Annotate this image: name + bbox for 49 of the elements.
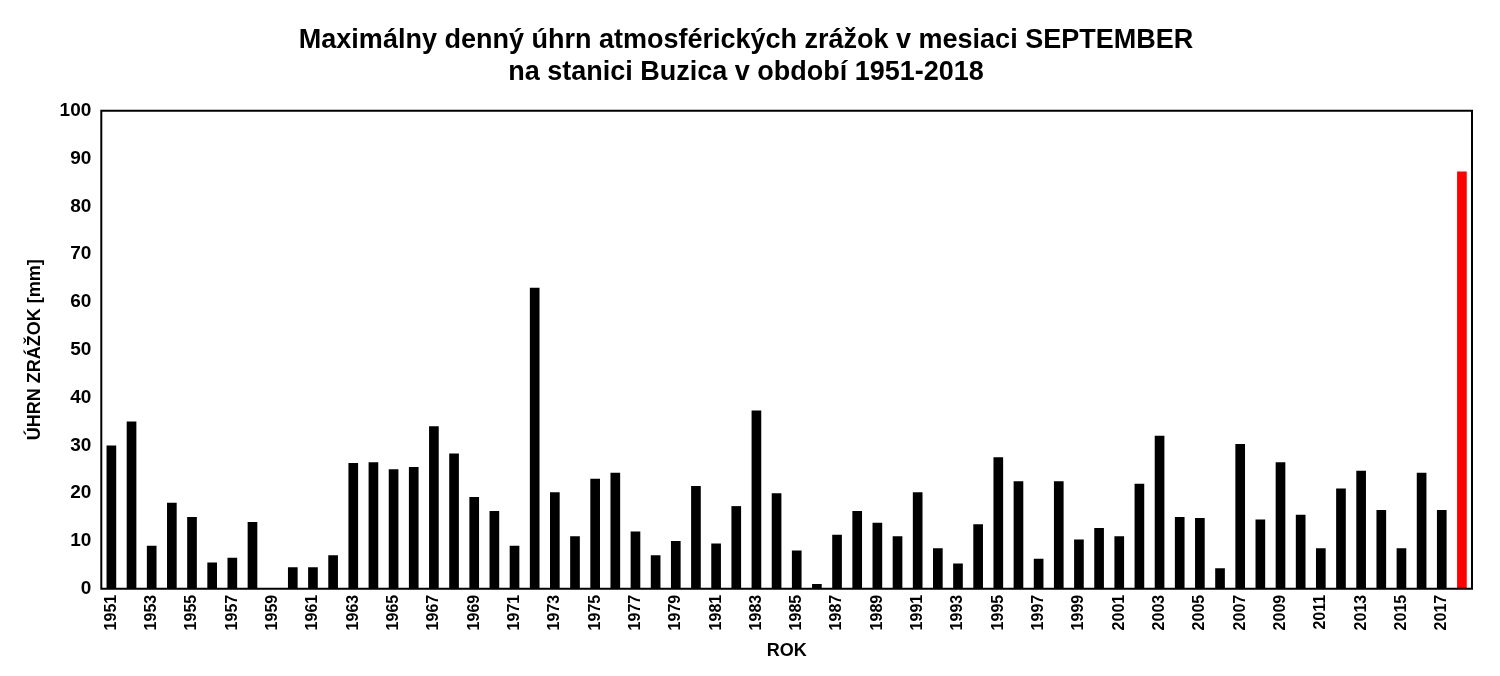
- y-tick-label: 100: [59, 99, 92, 121]
- y-tick-label: 50: [70, 338, 92, 360]
- chart-title: Maximálny denný úhrn atmosférických zrážok v mesiaci SEPTEMBER na stanici Buzica v období 1951-2018: [298, 23, 1194, 87]
- x-tick-label: 1981: [706, 594, 724, 631]
- x-tick-label: 2009: [1270, 594, 1288, 631]
- x-tick-label: 2001: [1109, 594, 1127, 631]
- x-tick-label: 1969: [464, 594, 482, 631]
- x-tick-label: 2003: [1149, 594, 1167, 631]
- x-tick-label: 1985: [787, 594, 805, 631]
- x-tick-label: 1965: [383, 594, 401, 631]
- x-tick-label: 1975: [585, 594, 603, 631]
- x-tick-label: 1991: [908, 594, 926, 631]
- x-tick-label: 1959: [263, 594, 281, 631]
- y-tick-label: 90: [70, 146, 92, 168]
- x-tick-label: 2007: [1230, 594, 1248, 631]
- x-tick-label: 1983: [746, 594, 764, 631]
- x-tick-label: 1961: [303, 594, 321, 631]
- x-tick-label: 2011: [1311, 594, 1329, 630]
- x-tick-label: 1967: [424, 594, 442, 631]
- y-axis-title: ÚHRN ZRÁŽOK [mm]: [22, 259, 44, 441]
- x-tick-label: 1977: [625, 594, 643, 631]
- x-tick-label: 1951: [101, 594, 119, 631]
- x-tick-label: 1979: [666, 594, 684, 631]
- x-tick-label: 1955: [182, 594, 200, 631]
- x-tick-label: 2015: [1391, 594, 1409, 631]
- x-tick-label: 1987: [827, 594, 845, 631]
- y-tick-label: 10: [70, 529, 92, 551]
- y-tick-label: 0: [80, 577, 92, 599]
- y-tick-label: 60: [70, 290, 92, 312]
- x-tick-label: 1997: [1029, 594, 1047, 631]
- bar: [1457, 171, 1467, 589]
- y-tick-label: 40: [70, 385, 92, 407]
- y-tick-label: 20: [70, 481, 92, 503]
- x-tick-label: 2013: [1351, 594, 1369, 631]
- x-tick-label: 1957: [222, 594, 240, 631]
- x-tick-label: 2017: [1432, 594, 1450, 631]
- y-tick-label: 30: [70, 433, 92, 455]
- x-tick-label: 1989: [867, 594, 885, 631]
- x-tick-label: 1953: [142, 594, 160, 631]
- x-tick-label: 1999: [1069, 594, 1087, 631]
- x-tick-label: 2005: [1190, 594, 1208, 631]
- x-tick-label: 1963: [343, 594, 361, 631]
- x-tick-label: 1973: [545, 594, 563, 631]
- y-tick-label: 70: [70, 242, 92, 264]
- x-tick-label: 1971: [504, 594, 522, 631]
- x-tick-label: 1993: [948, 594, 966, 631]
- x-axis-title: ROK: [766, 640, 807, 661]
- y-tick-label: 80: [70, 194, 92, 216]
- x-tick-label: 1995: [988, 594, 1006, 631]
